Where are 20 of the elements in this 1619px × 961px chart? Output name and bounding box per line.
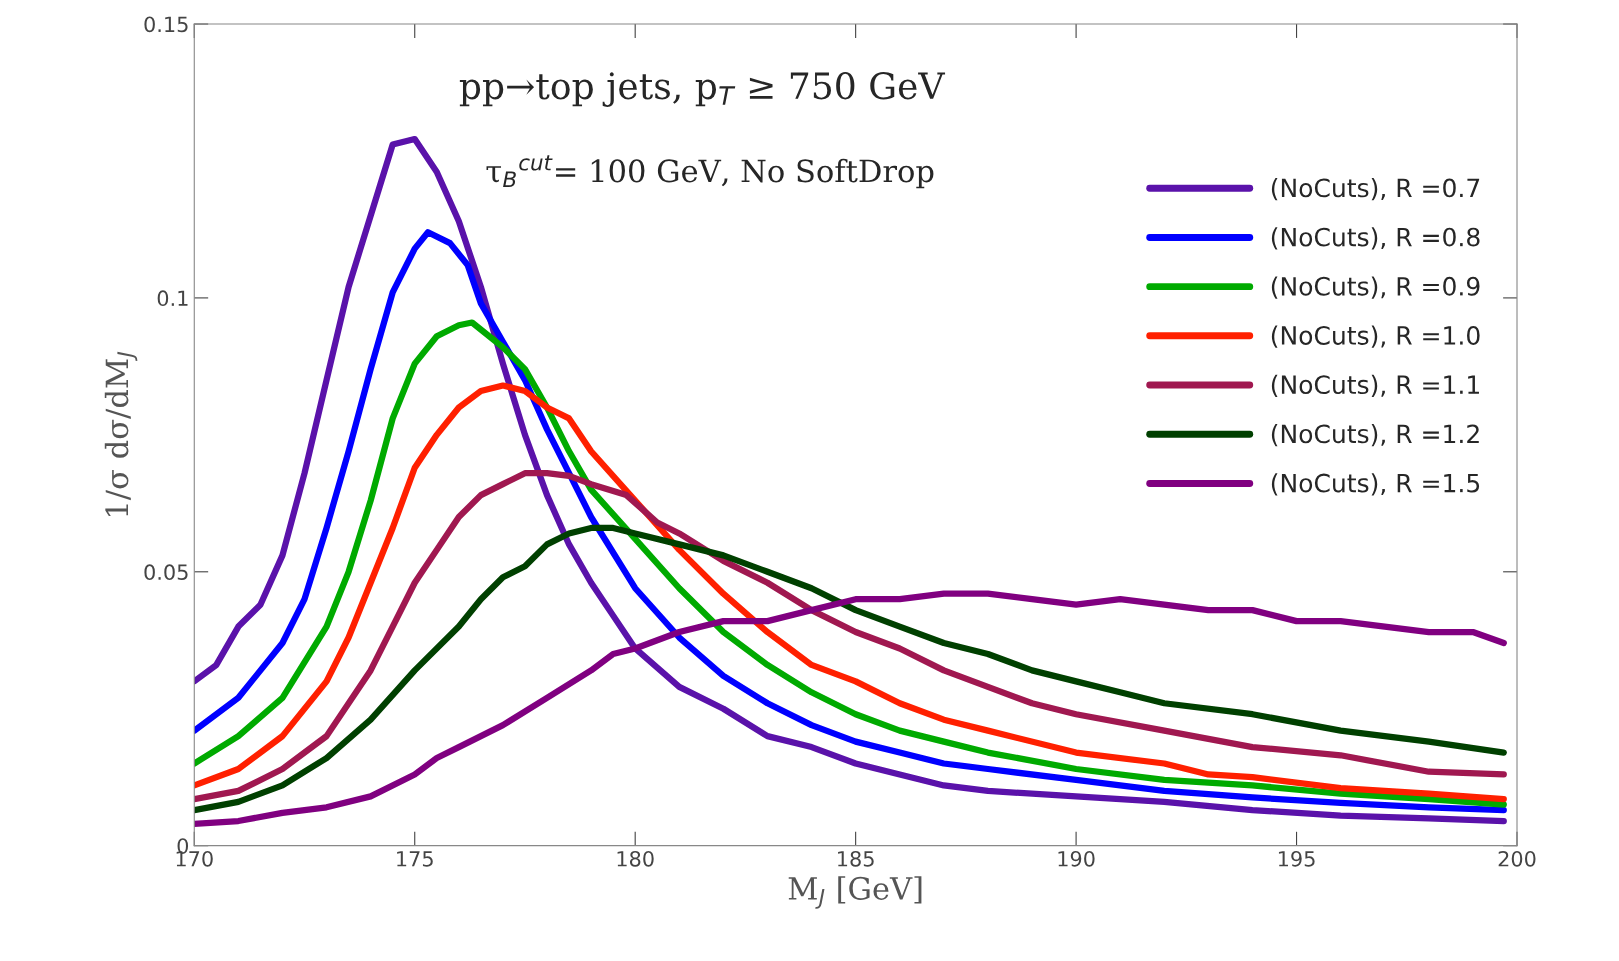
x-tick-label: 200 [1498,850,1536,867]
legend-label: (NoCuts), R =1.5 [1271,473,1480,496]
legend-label: (NoCuts), R =1.1 [1271,374,1479,398]
legend-label: (NoCuts), R =1.2 [1271,423,1479,447]
y-tick-label: 0.15 [144,16,188,33]
x-tick-label: 175 [397,851,433,867]
legend-label: (NoCuts), R =1.0 [1271,325,1480,348]
legend-label: (NoCuts), R =0.9 [1271,276,1480,299]
y-tick-label: 0.1 [157,290,188,307]
y-axis-title: 1/σ dσ/dM$_{J}$ [104,351,138,516]
y-tick-label: 0.05 [144,564,188,581]
x-tick-label: 185 [838,850,874,867]
legend-label: (NoCuts), R =0.7 [1271,178,1480,201]
x-tick-label: 190 [1058,850,1095,867]
x-axis-title: M$_{J}$ [GeV] [788,876,922,909]
annotation: τ$_{B}$$^{cut}$= 100 GeV, No SoftDrop [486,155,934,189]
annotation: pp→top jets, p$_{T}$ ≥ 750 GeV [459,72,946,107]
x-tick-label: 195 [1278,850,1315,867]
legend-label: (NoCuts), R =0.8 [1271,227,1480,250]
x-tick-label: 180 [617,850,654,867]
